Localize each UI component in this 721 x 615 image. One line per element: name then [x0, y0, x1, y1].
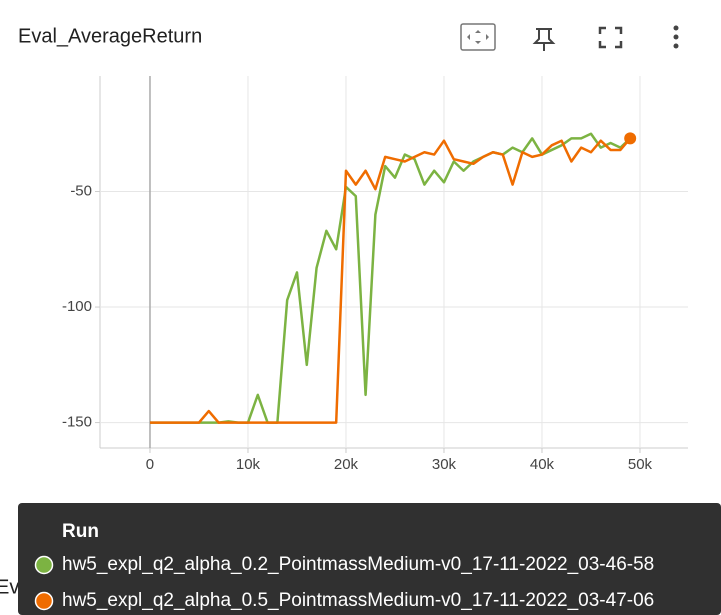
x-tick-label: 50k	[628, 456, 653, 473]
x-tick-label: 30k	[432, 456, 457, 473]
pin-button[interactable]	[532, 28, 556, 51]
x-tick-label: 10k	[236, 456, 261, 473]
series-line	[149, 137, 632, 424]
legend-label: hw5_expl_q2_alpha_0.2_PointmassMedium-v0…	[62, 554, 654, 575]
more-menu-button[interactable]	[673, 25, 679, 49]
fullscreen-button[interactable]	[598, 26, 623, 49]
y-tick-label: -150	[62, 414, 92, 431]
y-tick-label: -100	[62, 298, 92, 315]
legend-label: hw5_expl_q2_alpha_0.5_PointmassMedium-v0…	[62, 590, 654, 611]
x-tick-label: 40k	[530, 456, 555, 473]
tooltip-heading: Run	[62, 521, 99, 542]
card-title: Eval_AverageReturn	[18, 25, 202, 47]
x-tick-label: 0	[146, 456, 154, 473]
y-tick-label: -50	[70, 182, 92, 199]
series-line	[149, 132, 632, 424]
legend-swatch	[34, 591, 54, 611]
x-tick-label: 20k	[334, 456, 359, 473]
fit-domain-button[interactable]	[460, 23, 496, 51]
tooltip: Run hw5_expl_q2_alpha_0.2_PointmassMediu…	[18, 503, 721, 615]
legend-swatch	[34, 555, 54, 575]
hover-point	[624, 132, 637, 145]
tooltip-box	[18, 503, 721, 615]
